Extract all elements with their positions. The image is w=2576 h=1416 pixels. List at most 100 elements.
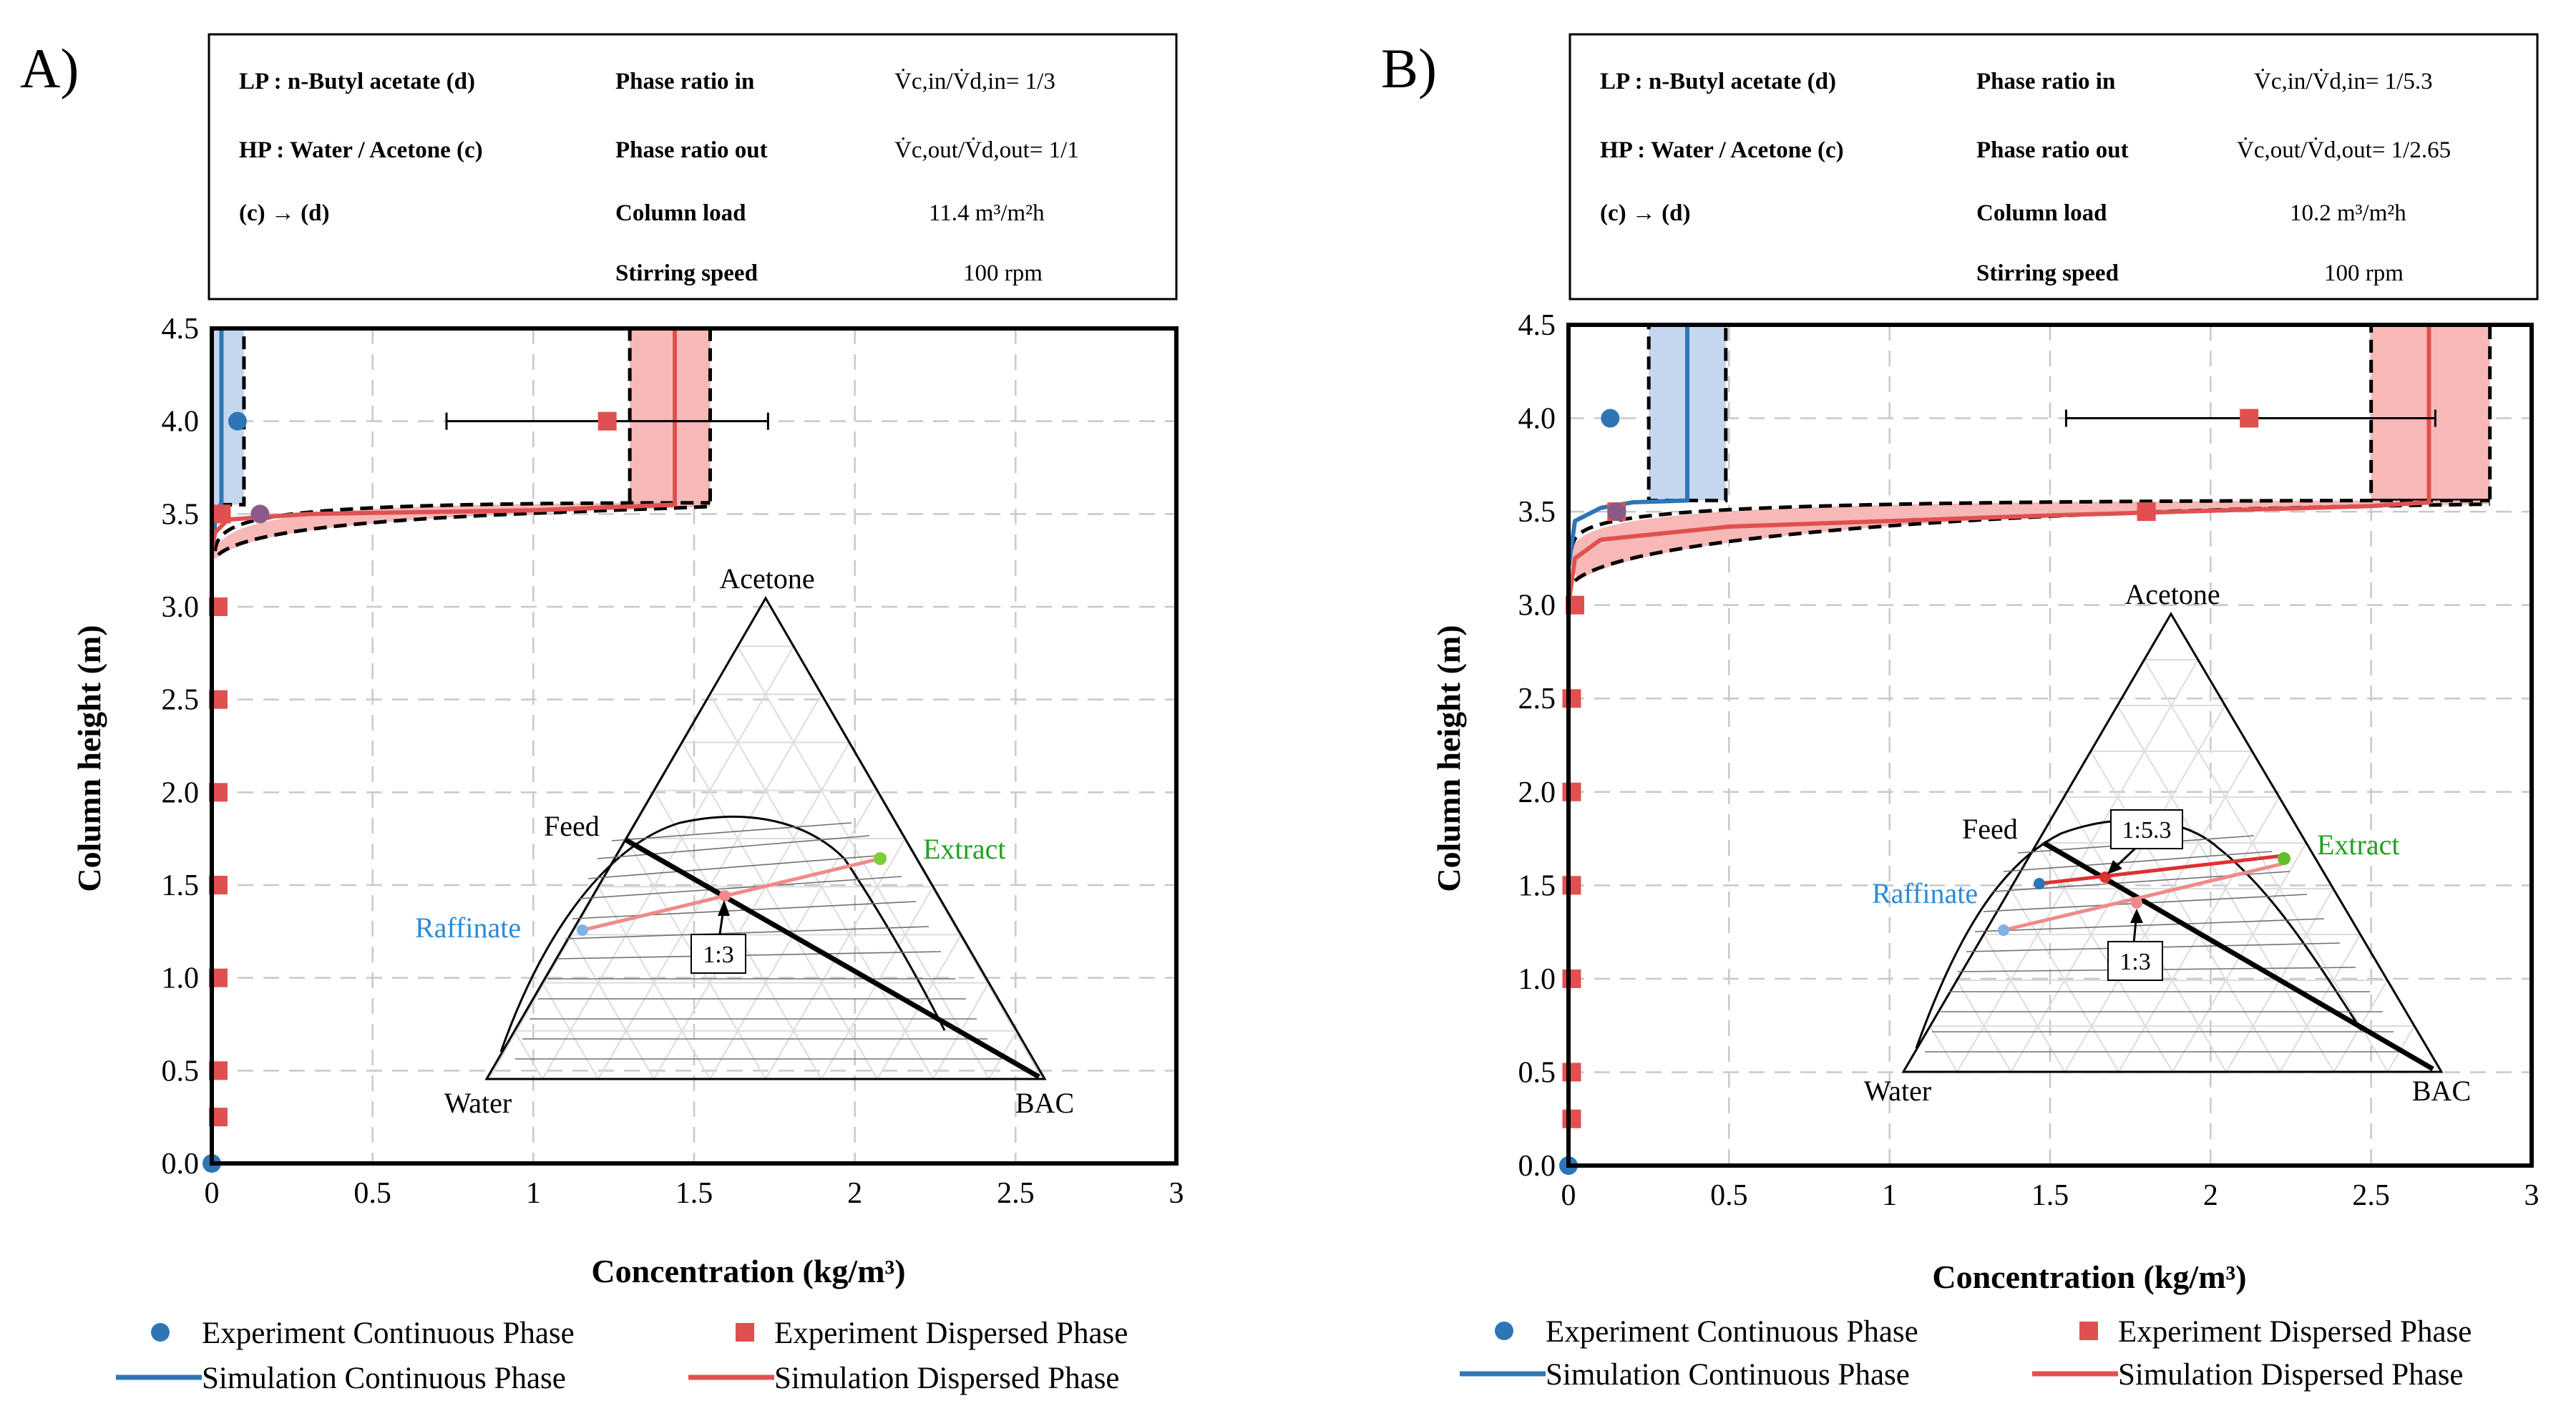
phase-ratio-in-value: V̇c,in/V̇d,in= 1/3 <box>894 68 1055 94</box>
x-tick-label: 0 <box>205 1177 220 1210</box>
legend-exp-disp-marker <box>736 1323 754 1342</box>
y-tick-label: 1.5 <box>1518 869 1556 902</box>
x-tick-label: 1 <box>1882 1179 1897 1212</box>
mixing-point-1-3-b <box>2131 897 2142 909</box>
legend-sim-disp-label: Simulation Dispersed Phase <box>2118 1358 2464 1392</box>
x-axis-title-a: Concentration (kg/m³) <box>591 1253 905 1289</box>
y-tick-label: 4.0 <box>162 406 200 439</box>
ratio-label-1-3-b: 1:3 <box>2119 949 2150 975</box>
panel-b: B) LP : n-Butyl acetate (d) HP : Water /… <box>1381 33 2540 1295</box>
mixing-point-a <box>719 890 731 902</box>
lp-label: LP : n-Butyl acetate (d) <box>1600 69 1836 94</box>
ternary-gridline <box>2089 751 2281 1073</box>
simulation-dispersed-line <box>210 328 678 1163</box>
raffinate-point-2-b <box>2034 878 2045 889</box>
y-tick-label: 4.5 <box>1518 309 1556 342</box>
y-tick-label: 0.5 <box>162 1055 200 1088</box>
column-load-label: Column load <box>1976 200 2107 226</box>
dispersed-data-point <box>1562 1063 1581 1082</box>
dispersed-transition-envelope <box>212 502 711 561</box>
acetone-label-b: Acetone <box>2124 578 2220 610</box>
phase-ratio-in-label: Phase ratio in <box>1976 69 2115 94</box>
dispersed-data-point <box>2137 502 2156 522</box>
plot-frame <box>210 326 1179 1166</box>
ternary-gridline <box>514 1030 543 1080</box>
plot-area-a: 0 0.5 1 1.5 2 2.5 3 0.0 0.5 1.0 1.5 2.0 2.5 3.0 3.5 4.0… <box>162 313 1184 1210</box>
extract-point-b <box>2278 852 2290 865</box>
legend-exp-disp-label: Experiment Dispersed Phase <box>2118 1315 2472 1349</box>
column-load-value: 10.2 m³/m²h <box>2290 200 2406 226</box>
continuous-data-point <box>250 504 270 524</box>
water-label-b: Water <box>1864 1075 1932 1107</box>
phase-ratio-out-label: Phase ratio out <box>615 137 768 163</box>
ternary-gridline <box>2117 705 2335 1073</box>
panel-a: A) LP : n-Butyl acetate (d) HP : Water /… <box>20 33 1184 1289</box>
dispersed-data-point <box>212 504 231 524</box>
tie-line-1-5-3-b <box>2039 854 2283 886</box>
ternary-gridline <box>1929 1025 1958 1073</box>
stirring-speed-label: Stirring speed <box>615 260 758 286</box>
stirring-speed-value: 100 rpm <box>2324 260 2404 286</box>
y-tick-label: 3.5 <box>1518 496 1556 529</box>
tie-line-1-3-b <box>2003 861 2287 932</box>
legend-exp-cont-label: Experiment Continuous Phase <box>202 1317 575 1350</box>
panel-b-label: B) <box>1381 37 1437 99</box>
legend-exp-cont-label: Experiment Continuous Phase <box>1546 1315 1918 1349</box>
feed-label-a: Feed <box>544 810 600 842</box>
panel-a-label: A) <box>20 37 79 99</box>
x-axis-title-b: Concentration (kg/m³) <box>1932 1259 2246 1295</box>
dispersed-data-point <box>2240 409 2259 428</box>
raffinate-label-b: Raffinate <box>1872 877 1978 909</box>
ratio-label-1-5-3-b: 1:5.3 <box>2122 817 2172 844</box>
legend-exp-cont-marker <box>1495 1322 1513 1340</box>
dispersed-transition-envelope <box>1568 500 2490 581</box>
column-load-value: 11.4 m³/m²h <box>929 200 1045 226</box>
ratio-label-a: 1:3 <box>703 942 733 968</box>
ratio-box-1-5-3-b <box>2110 809 2183 849</box>
y-tick-label: 1.0 <box>162 962 200 995</box>
y-tick-label: 0.5 <box>1518 1056 1556 1089</box>
legend-b: Experiment Continuous Phase Experiment D… <box>1460 1315 2472 1392</box>
x-tick-label: 1.5 <box>2031 1179 2069 1212</box>
ratio-box-1-3-b <box>2107 941 2163 981</box>
ternary-triangle-b <box>1901 612 2444 1073</box>
phase-ratio-out-value: V̇c,out/V̇d,out= 1/2.65 <box>2237 137 2451 163</box>
plot-frame <box>1566 323 2534 1168</box>
raffinate-label-a: Raffinate <box>415 912 521 944</box>
hp-label: HP : Water / Acetone (c) <box>239 137 483 163</box>
legend-exp-disp-marker <box>2079 1322 2098 1340</box>
raffinate-point-a <box>577 924 588 936</box>
info-box-a: LP : n-Butyl acetate (d) HP : Water / Ac… <box>208 33 1178 301</box>
phase-ratio-out-label: Phase ratio out <box>1976 137 2129 163</box>
continuous-data-point <box>1607 502 1626 522</box>
ternary-gridlines-b <box>1929 659 2416 1073</box>
arrow-head-a <box>718 900 730 916</box>
ternary-gridline <box>570 934 655 1080</box>
arrow-head-1-3-b <box>2130 909 2143 923</box>
operating-tie-line-a <box>582 856 881 932</box>
y-tick-label: 0.0 <box>162 1148 200 1181</box>
bac-label-b: BAC <box>2412 1075 2471 1107</box>
dispersed-envelope-upper <box>1569 498 2490 550</box>
y-tick-label: 2.0 <box>162 776 200 809</box>
y-axis-title-a: Column height (m) <box>71 625 107 892</box>
feed-label-b: Feed <box>1962 813 2018 845</box>
x-tick-label: 2 <box>2203 1179 2218 1212</box>
binodal-curve-a <box>499 816 946 1053</box>
info-box-b: LP : n-Butyl acetate (d) HP : Water / Ac… <box>1568 33 2539 301</box>
phase-ratio-in-label: Phase ratio in <box>615 69 754 94</box>
y-tick-label: 4.5 <box>162 313 200 346</box>
y-tick-label: 1.5 <box>162 869 200 902</box>
x-tick-label: 3 <box>1169 1177 1184 1210</box>
ternary-gridline <box>709 693 934 1080</box>
legend-sim-cont-label: Simulation Continuous Phase <box>202 1362 566 1395</box>
extract-label-a: Extract <box>923 833 1006 865</box>
x-tick-label: 1.5 <box>675 1177 713 1210</box>
dispersed-data-point <box>1562 876 1581 895</box>
arrow-head-1-5-3-b <box>2107 860 2122 874</box>
bac-label-a: BAC <box>1015 1087 1074 1119</box>
dispersed-data-point <box>1562 969 1581 988</box>
dispersed-data-point <box>597 411 617 431</box>
hp-label: HP : Water / Acetone (c) <box>1600 137 1844 163</box>
feed-line-a <box>623 836 1040 1080</box>
